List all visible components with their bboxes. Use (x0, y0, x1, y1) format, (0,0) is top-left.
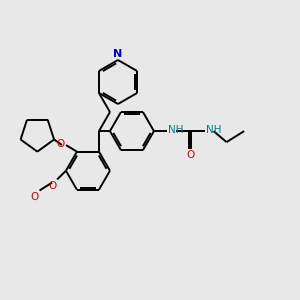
Text: NH: NH (168, 125, 184, 135)
Text: NH: NH (206, 125, 221, 135)
Text: O: O (30, 191, 38, 202)
Text: N: N (113, 49, 123, 59)
Text: O: O (57, 139, 65, 149)
Text: O: O (48, 181, 56, 190)
Text: O: O (186, 150, 194, 160)
